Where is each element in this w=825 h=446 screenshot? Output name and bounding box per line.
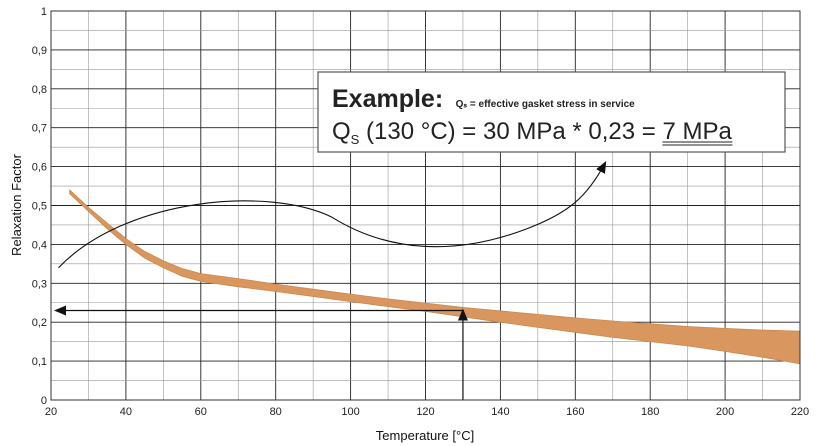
x-tick-label: 180	[641, 406, 659, 418]
formula-body: (130 °C) = 30 MPa * 0,23 =	[359, 118, 662, 145]
x-tick-label: 100	[341, 406, 359, 418]
y-tick-label: 0,5	[32, 201, 47, 213]
x-tick-label: 120	[416, 406, 434, 418]
example-heading: Example:	[332, 85, 443, 113]
example-box: Example: Qₛ = effective gasket stress in…	[317, 71, 786, 153]
y-tick-label: 0,6	[32, 162, 47, 174]
x-tick-label: 160	[566, 406, 584, 418]
tick-labels: 20 40 60 80 100 120 140 160 180 200 220 0 0,1 0,2 0,3 0…	[32, 6, 809, 418]
y-tick-label: 0,7	[32, 123, 47, 135]
x-tick-label: 200	[716, 406, 734, 418]
curved-arrow	[58, 160, 607, 269]
svg-text:Example: Qₛ = effective: Example: Qₛ = effective gasket stress in…	[332, 85, 635, 113]
x-tick-label: 40	[120, 406, 132, 418]
plot-frame	[50, 10, 801, 401]
x-tick-label: 140	[491, 406, 509, 418]
example-subnote: Qₛ = effective gasket stress in service	[456, 99, 636, 110]
x-tick-label: 80	[270, 406, 282, 418]
x-tick-label: 20	[45, 406, 57, 418]
x-tick-label: 220	[791, 406, 809, 418]
formula-subscript: S	[351, 132, 360, 147]
y-tick-label: 0,8	[32, 84, 47, 96]
y-tick-label: 0,9	[32, 45, 47, 57]
x-axis-title: Temperature [°C]	[376, 428, 474, 443]
svg-text:QS (130 °C) = 30 MPa * 0,23 =: QS (130 °C) = 30 MPa * 0,23 = 7 MPa	[332, 118, 732, 147]
y-tick-label: 0,3	[32, 278, 47, 290]
y-tick-label: 0,1	[32, 356, 47, 368]
formula-result: 7 MPa	[662, 118, 732, 145]
y-tick-label: 0	[41, 395, 47, 407]
x-tick-label: 60	[195, 406, 207, 418]
formula-symbol: Q	[332, 118, 351, 145]
y-tick-label: 1	[41, 6, 47, 18]
reading-lines	[54, 305, 468, 400]
y-tick-label: 0,2	[32, 317, 47, 329]
y-axis-title: Relaxation Factor	[9, 153, 24, 256]
y-tick-label: 0,4	[32, 239, 47, 251]
